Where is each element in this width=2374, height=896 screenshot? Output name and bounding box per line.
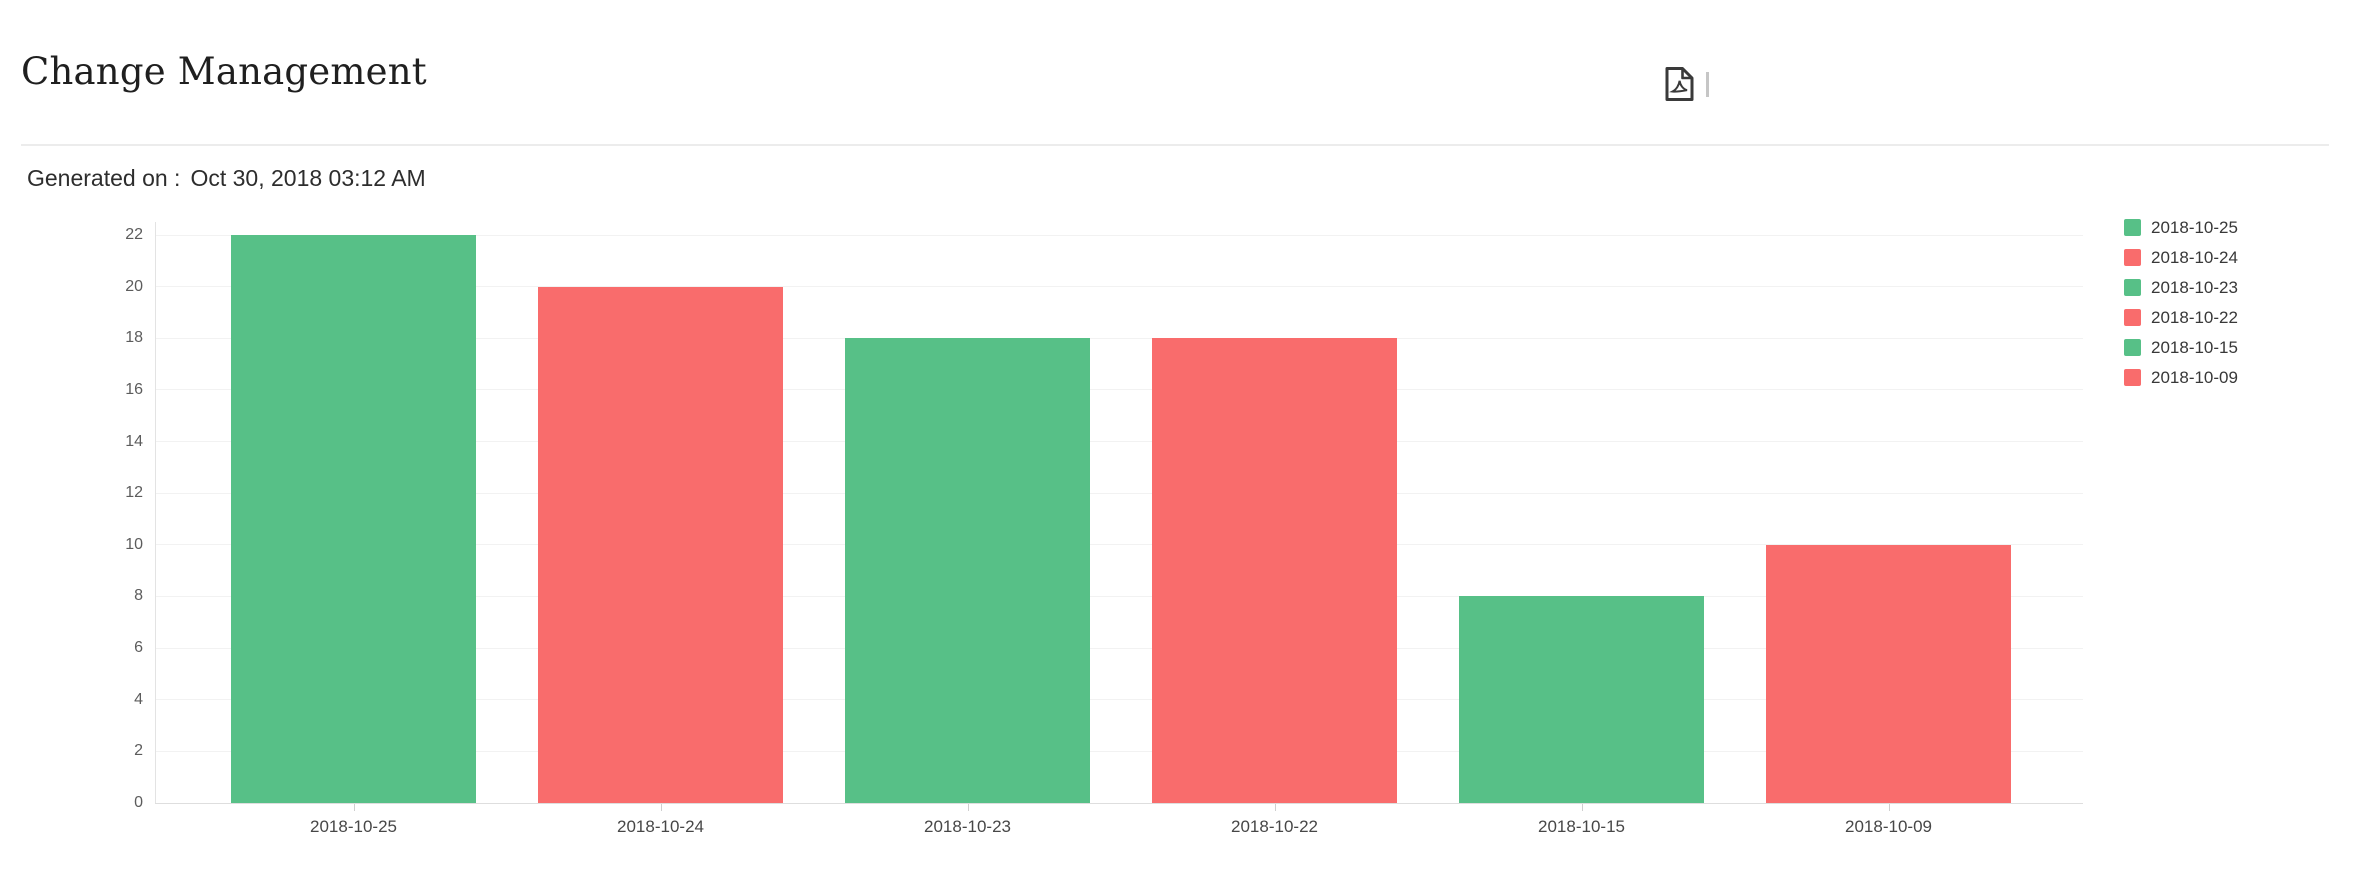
y-axis-tick-label: 4: [134, 690, 143, 708]
legend-item-2018-10-25[interactable]: 2018-10-25: [2124, 217, 2238, 237]
x-axis-label: 2018-10-15: [1538, 817, 1625, 836]
legend-swatch-icon: [2124, 279, 2141, 296]
generated-on-label: Generated on :: [27, 165, 181, 191]
y-axis-tick-label: 22: [125, 226, 143, 243]
legend-item-2018-10-09[interactable]: 2018-10-09: [2124, 367, 2238, 387]
generated-on-line: Generated on : Oct 30, 2018 03:12 AM: [27, 165, 426, 192]
y-axis-tick-label: 10: [125, 535, 143, 553]
x-axis-tick: [967, 804, 969, 811]
x-axis-label: 2018-10-09: [1845, 817, 1932, 836]
legend-item-2018-10-23[interactable]: 2018-10-23: [2124, 277, 2238, 297]
x-axis-tick: [660, 804, 662, 811]
y-axis-tick-label: 18: [125, 329, 143, 347]
x-axis-tick: [353, 804, 355, 811]
x-axis-tick: [1581, 804, 1583, 811]
legend-swatch-icon: [2124, 309, 2141, 326]
gridline-y-4: [155, 699, 2083, 701]
gridline-y-20: [155, 286, 2083, 288]
y-axis-tick-label: 12: [125, 484, 143, 502]
legend-item-2018-10-24[interactable]: 2018-10-24: [2124, 247, 2238, 267]
legend-label: 2018-10-09: [2151, 367, 2238, 387]
page-title: Change Management: [21, 50, 427, 93]
gridline-y-22: [155, 234, 2083, 236]
gridline-y-10: [155, 544, 2083, 546]
x-axis-tick: [1274, 804, 1276, 811]
header-divider: [21, 144, 2329, 146]
gridline-y-6: [155, 647, 2083, 649]
generated-on-value: Oct 30, 2018 03:12 AM: [190, 165, 426, 191]
gridline-y-2: [155, 750, 2083, 752]
bar-2018-10-25[interactable]: [231, 235, 476, 803]
x-axis-tick: [1888, 804, 1890, 811]
bar-2018-10-24[interactable]: [538, 286, 783, 803]
gridline-y-16: [155, 389, 2083, 391]
legend-item-2018-10-22[interactable]: 2018-10-22: [2124, 307, 2238, 327]
gridline-y-12: [155, 492, 2083, 494]
legend-label: 2018-10-22: [2151, 307, 2238, 327]
y-axis-tick-label: 8: [134, 587, 143, 605]
bar-2018-10-23[interactable]: [845, 338, 1090, 803]
legend-swatch-icon: [2124, 249, 2141, 266]
legend-label: 2018-10-23: [2151, 277, 2238, 297]
gridline-y-8: [155, 595, 2083, 597]
y-axis-tick-label: 2: [134, 742, 143, 760]
legend-swatch-icon: [2124, 219, 2141, 236]
x-axis-label: 2018-10-23: [924, 817, 1011, 836]
legend-label: 2018-10-24: [2151, 247, 2238, 267]
y-axis-tick-label: 20: [125, 277, 143, 295]
y-axis-tick-label: 14: [125, 432, 143, 450]
x-axis-label: 2018-10-24: [617, 817, 704, 836]
pdf-document-icon: [1665, 67, 1694, 101]
gridline-y-14: [155, 441, 2083, 443]
legend-label: 2018-10-15: [2151, 337, 2238, 357]
legend-swatch-icon: [2124, 369, 2141, 386]
toolbar: [1664, 66, 1709, 102]
legend-label: 2018-10-25: [2151, 217, 2238, 237]
x-axis-line: [155, 803, 2083, 804]
x-axis-label: 2018-10-25: [310, 817, 397, 836]
y-axis-tick-label: 0: [134, 794, 143, 811]
y-axis-line: [155, 222, 156, 803]
bar-2018-10-15[interactable]: [1459, 596, 1704, 803]
legend-swatch-icon: [2124, 339, 2141, 356]
y-axis-tick-label: 16: [125, 380, 143, 398]
legend-item-2018-10-15[interactable]: 2018-10-15: [2124, 337, 2238, 357]
export-pdf-icon[interactable]: [1664, 66, 1695, 102]
y-axis-tick-label: 6: [134, 639, 143, 657]
gridline-y-18: [155, 337, 2083, 339]
chart-legend: 2018-10-25 2018-10-24 2018-10-23 2018-10-22…: [2124, 217, 2238, 399]
bar-2018-10-22[interactable]: [1152, 338, 1397, 803]
x-axis-label: 2018-10-22: [1231, 817, 1318, 836]
bar-2018-10-09[interactable]: [1766, 544, 2011, 803]
toolbar-divider: [1706, 71, 1709, 97]
